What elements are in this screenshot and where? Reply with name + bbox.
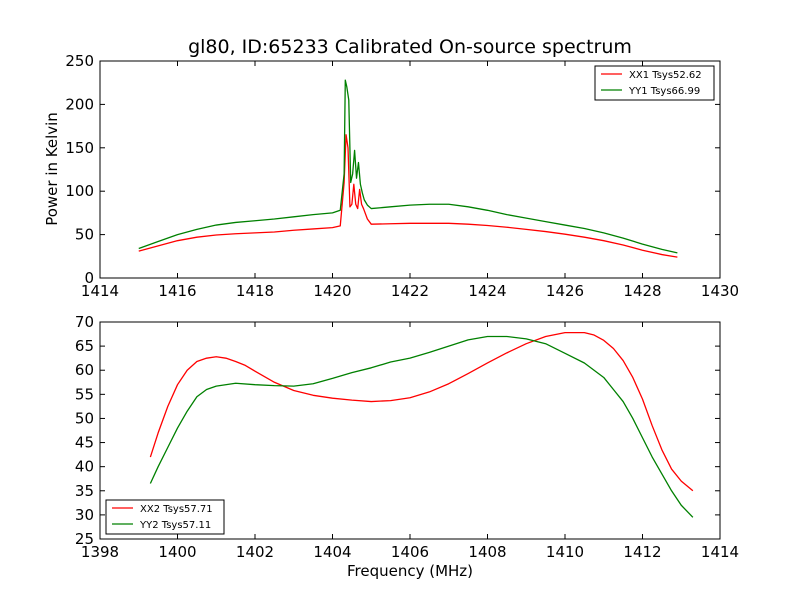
top-spectrum-panel: gl80, ID:65233 Calibrated On-source spec… <box>43 36 739 300</box>
bottom-spectrum-panel: Frequency (MHz) 1398 1400 1402 1404 1406 1408… <box>75 313 739 580</box>
bottom-series-line-2 <box>149 335 694 518</box>
bottom-y-tick-label: 65 <box>75 337 94 355</box>
top-x-tick-label: 1420 <box>313 282 351 300</box>
top-x-tick-label: 1422 <box>391 282 429 300</box>
bottom-y-tick-label: 25 <box>75 530 94 548</box>
top-x-tick-label: 1428 <box>623 282 661 300</box>
top-x-tick-label: 1414 <box>81 282 119 300</box>
bottom-legend-label-yy2: YY2 Tsys57.11 <box>139 520 211 531</box>
bottom-legend: XX2 Tsys57.71 YY2 Tsys57.11 <box>105 499 225 535</box>
bottom-x-tick-label: 1406 <box>391 543 429 561</box>
top-plot-area: 1414 1416 1418 1420 1422 1424 1426 1428 1430 0 50 1… <box>65 52 739 300</box>
bottom-y-tick-label: 45 <box>75 434 94 452</box>
top-y-tick-label: 150 <box>65 139 94 157</box>
top-y-tick-label: 50 <box>75 226 94 244</box>
top-x-tick-label: 1416 <box>158 282 196 300</box>
bottom-x-tick-label: 1408 <box>468 543 506 561</box>
bottom-y-tick-label: 55 <box>75 385 94 403</box>
bottom-y-tick-label: 30 <box>75 506 94 524</box>
bottom-y-tick-label: 60 <box>75 361 94 379</box>
bottom-y-tick-label: 35 <box>75 482 94 500</box>
bottom-y-tick-label: 40 <box>75 458 94 476</box>
bottom-x-tick-label: 1398 <box>81 543 119 561</box>
bottom-plot-area: 1398 1400 1402 1404 1406 1408 1410 1412 1414 25 30… <box>75 313 739 561</box>
bottom-x-tick-label: 1412 <box>623 543 661 561</box>
top-x-tick-label: 1418 <box>236 282 274 300</box>
top-series-line-2 <box>138 79 678 254</box>
top-legend: XX1 Tsys52.62 YY1 Tsys66.99 <box>594 65 715 101</box>
top-legend-box <box>594 65 715 101</box>
top-y-tick-label: 200 <box>65 95 94 113</box>
top-legend-label-yy1: YY1 Tsys66.99 <box>628 86 700 97</box>
top-legend-label-xx1: XX1 Tsys52.62 <box>629 70 702 81</box>
top-y-tick-label: 100 <box>65 182 94 200</box>
top-x-tick-label: 1426 <box>546 282 584 300</box>
bottom-legend-label-xx2: XX2 Tsys57.71 <box>140 504 213 515</box>
bottom-x-tick-label: 1414 <box>701 543 739 561</box>
top-x-tick-label: 1430 <box>701 282 739 300</box>
bottom-x-tick-label: 1410 <box>546 543 584 561</box>
bottom-x-tick-label: 1400 <box>158 543 196 561</box>
bottom-series-line-1 <box>149 331 694 492</box>
bottom-x-tick-label: 1404 <box>313 543 351 561</box>
top-y-axis-label: Power in Kelvin <box>43 112 61 226</box>
bottom-x-tick-label: 1402 <box>236 543 274 561</box>
bottom-y-tick-label: 50 <box>75 409 94 427</box>
top-y-tick-label: 0 <box>84 269 94 287</box>
top-x-tick-label: 1424 <box>468 282 506 300</box>
bottom-y-tick-label: 70 <box>75 313 94 331</box>
bottom-legend-box <box>105 499 225 535</box>
bottom-x-axis-label: Frequency (MHz) <box>347 562 473 580</box>
top-series-line-1 <box>138 134 678 258</box>
chart-title: gl80, ID:65233 Calibrated On-source spec… <box>188 36 632 58</box>
top-y-tick-label: 250 <box>65 52 94 70</box>
